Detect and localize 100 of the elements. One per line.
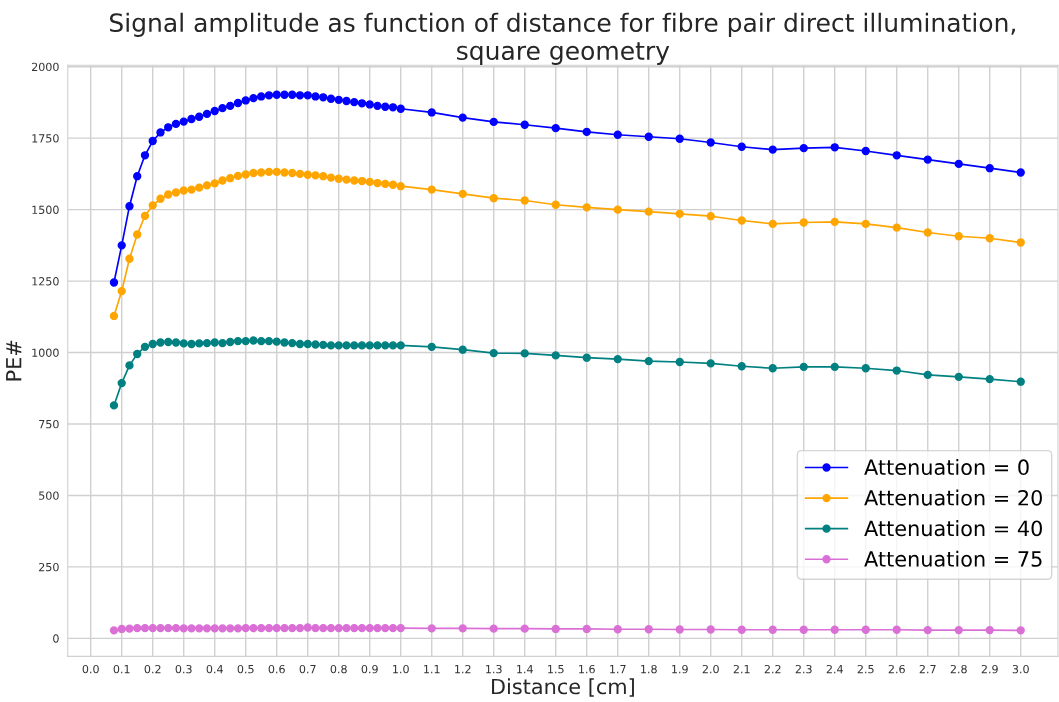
point — [140, 342, 150, 351]
point — [334, 341, 343, 350]
point — [280, 168, 289, 177]
point — [613, 354, 622, 364]
point — [257, 168, 266, 177]
point — [1016, 377, 1025, 386]
point — [179, 186, 188, 195]
y-tick-label: 0 — [53, 634, 59, 643]
point — [1016, 168, 1025, 177]
point — [1016, 238, 1025, 247]
point — [388, 103, 398, 112]
point — [156, 623, 165, 633]
x-tick-label: 3.0 — [1012, 664, 1029, 674]
point — [280, 338, 289, 347]
point — [319, 340, 328, 349]
point — [427, 342, 436, 351]
point — [381, 179, 390, 189]
point — [892, 625, 901, 634]
point — [117, 378, 126, 388]
point — [148, 201, 157, 210]
x-tick-label: 2.6 — [888, 664, 905, 674]
point — [458, 189, 467, 199]
point — [334, 95, 343, 105]
x-tick-label: 2.7 — [919, 664, 936, 674]
point — [140, 151, 150, 160]
point — [148, 623, 157, 633]
point — [737, 216, 746, 225]
point — [195, 112, 204, 121]
point — [520, 624, 529, 633]
point — [257, 336, 266, 346]
point — [202, 181, 212, 190]
point — [156, 128, 165, 137]
point — [264, 91, 274, 100]
point — [365, 341, 374, 350]
point — [1016, 626, 1025, 635]
y-tick-label: 1250 — [32, 277, 59, 286]
legend-label: Attenuation = 20 — [864, 489, 1042, 506]
y-tick-label: 1000 — [32, 348, 59, 357]
point — [164, 623, 173, 633]
point — [381, 623, 390, 633]
point — [264, 336, 274, 346]
point — [257, 623, 266, 633]
point — [388, 623, 398, 633]
point — [249, 336, 258, 345]
point — [342, 96, 351, 106]
point — [241, 336, 250, 346]
point — [210, 106, 219, 116]
point — [311, 171, 320, 180]
point — [202, 624, 212, 633]
point — [280, 623, 289, 633]
x-tick-label: 2.1 — [733, 664, 750, 674]
y-tick-label: 1750 — [32, 134, 59, 143]
point — [373, 101, 382, 111]
point — [644, 207, 653, 216]
point — [233, 171, 243, 181]
point — [326, 623, 336, 633]
point — [675, 357, 684, 367]
point — [226, 174, 235, 183]
point — [357, 176, 367, 186]
point — [264, 623, 274, 633]
point — [319, 623, 328, 633]
point — [202, 109, 212, 119]
point — [164, 123, 173, 132]
point — [381, 102, 390, 111]
point — [218, 103, 227, 113]
legend-label: Attenuation = 0 — [864, 458, 1029, 476]
point — [675, 209, 684, 219]
point — [923, 625, 932, 635]
point — [799, 625, 808, 634]
point — [458, 624, 467, 633]
point — [923, 228, 932, 237]
point — [125, 624, 134, 633]
x-tick-label: 1.6 — [579, 664, 595, 674]
point — [350, 623, 359, 633]
point — [830, 625, 839, 634]
point — [257, 92, 266, 101]
x-tick-label: 1.5 — [548, 665, 564, 674]
point — [187, 185, 196, 194]
point — [357, 341, 367, 350]
point — [427, 108, 436, 117]
point — [644, 132, 653, 141]
point — [489, 117, 498, 127]
point — [954, 625, 963, 635]
point — [985, 625, 994, 635]
point — [117, 624, 126, 634]
point — [520, 120, 529, 129]
point — [295, 339, 305, 349]
point — [923, 370, 932, 380]
x-tick-label: 1.0 — [393, 664, 409, 674]
x-tick-label: 0.4 — [206, 664, 223, 674]
point — [117, 286, 126, 296]
point — [768, 625, 777, 634]
point — [458, 345, 467, 354]
point — [218, 338, 227, 348]
point — [226, 337, 235, 347]
point — [373, 341, 382, 350]
point — [171, 338, 181, 347]
point — [326, 94, 336, 103]
point — [582, 127, 591, 137]
x-tick-label: 1.8 — [641, 664, 657, 674]
